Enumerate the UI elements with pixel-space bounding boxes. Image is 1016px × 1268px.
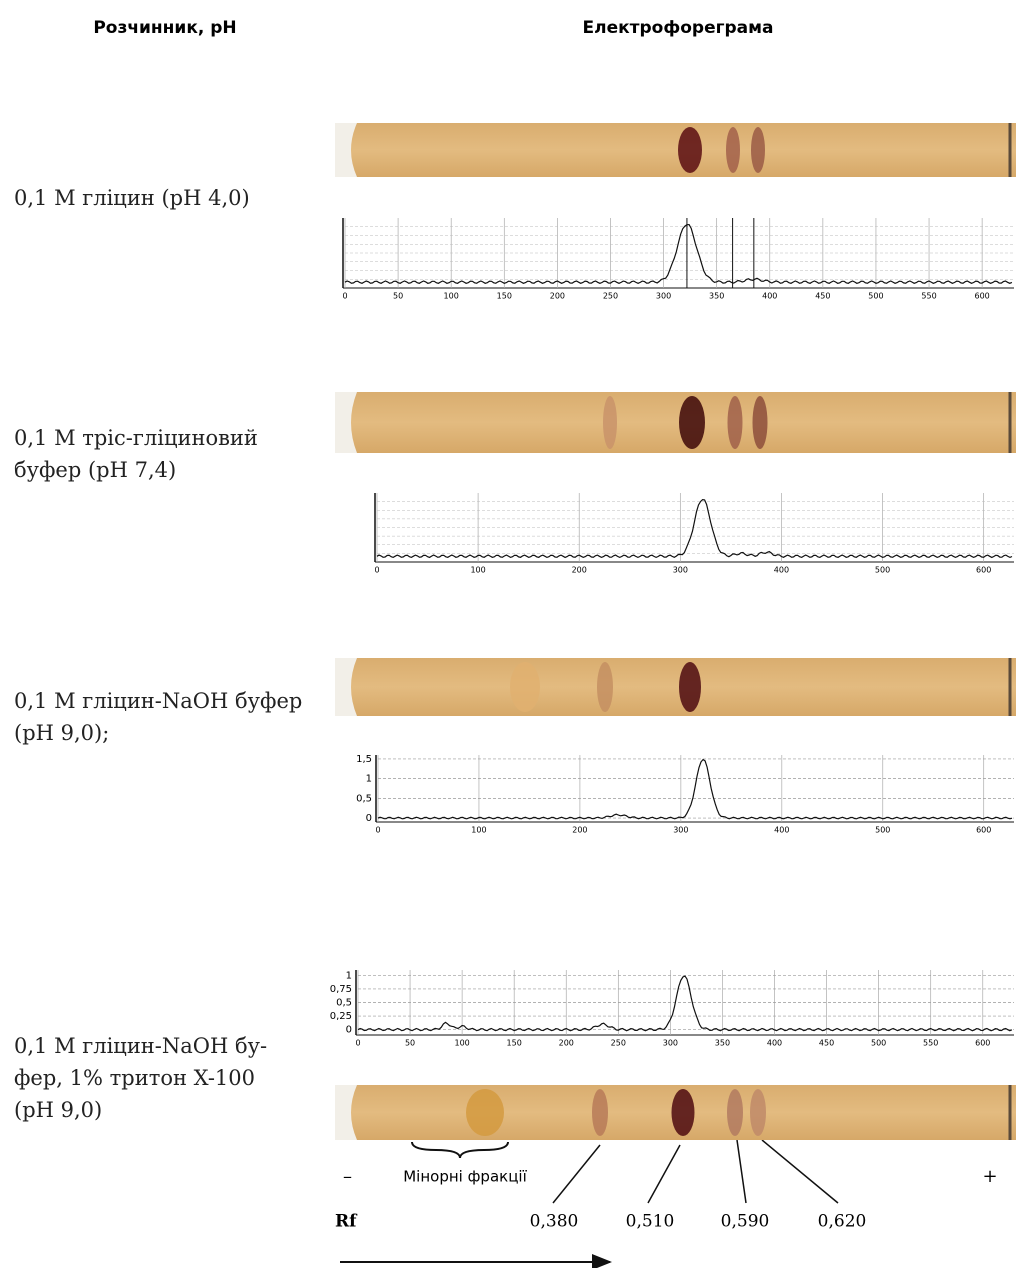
x-tick-label: 200 <box>559 1039 574 1048</box>
band <box>592 1089 608 1136</box>
band <box>510 662 540 712</box>
y-tick-label: 0,75 <box>330 984 352 995</box>
x-tick-label: 200 <box>572 826 587 835</box>
x-tick-label: 100 <box>454 1039 469 1048</box>
x-tick-label: 250 <box>603 292 618 301</box>
x-tick-label: 300 <box>673 826 688 835</box>
trace <box>345 225 1012 284</box>
x-tick-label: 400 <box>762 292 777 301</box>
x-tick-label: 600 <box>975 1039 990 1048</box>
x-tick-label: 150 <box>507 1039 522 1048</box>
solvent: 0,1 M гліцин (pH 4,0) <box>14 182 250 214</box>
y-tick-label: 1 <box>366 774 372 785</box>
band <box>466 1089 504 1136</box>
y-tick-label: 0 <box>346 1025 352 1036</box>
header-solvent: Розчинник, pH <box>93 18 236 38</box>
solvent: 0,1 M гліцин-NaOH буфер(pH 9,0); <box>14 685 302 749</box>
y-tick-label: 0 <box>366 813 372 824</box>
band <box>679 396 705 449</box>
x-tick-label: 600 <box>976 566 991 575</box>
page: Розчинник, pH Електрофореграма – Мінорні… <box>0 0 1016 1268</box>
x-tick-label: 200 <box>550 292 565 301</box>
x-tick-label: 350 <box>715 1039 730 1048</box>
x-tick-label: 0 <box>355 1039 360 1048</box>
x-tick-label: 300 <box>673 566 688 575</box>
x-tick-label: 400 <box>767 1039 782 1048</box>
rf-label: Rf <box>335 1212 358 1232</box>
trace <box>377 500 1012 558</box>
x-tick-label: 400 <box>774 566 789 575</box>
gel-strip <box>335 123 1016 177</box>
solvent-line: буфер (pH 7,4) <box>14 454 258 486</box>
x-tick-label: 250 <box>611 1039 626 1048</box>
minus: – <box>343 1166 352 1187</box>
band <box>678 127 702 173</box>
band <box>728 396 743 449</box>
solvent-line: фер, 1% тритон X-100 <box>14 1062 267 1094</box>
x-tick-label: 0 <box>374 566 379 575</box>
x-tick-label: 50 <box>405 1039 415 1048</box>
rf-value: 0,510 <box>626 1212 675 1232</box>
x-tick-label: 50 <box>393 292 403 301</box>
gel-strip <box>335 392 1016 453</box>
x-tick-label: 350 <box>709 292 724 301</box>
y-tick-label: 1,5 <box>356 754 372 765</box>
x-tick-label: 500 <box>875 826 890 835</box>
band <box>597 662 613 712</box>
trace <box>358 976 1012 1031</box>
band <box>751 127 765 173</box>
band <box>726 127 740 173</box>
x-tick-label: 300 <box>656 292 671 301</box>
solvent-line: (pH 9,0); <box>14 717 302 749</box>
x-tick-label: 600 <box>976 826 991 835</box>
y-tick-label: 0,25 <box>330 1011 352 1022</box>
y-tick-label: 0,5 <box>356 793 372 804</box>
gel-strip <box>335 658 1016 716</box>
band <box>672 1089 695 1136</box>
x-tick-label: 100 <box>471 826 486 835</box>
trace <box>378 760 1012 819</box>
y-tick-label: 1 <box>346 970 352 981</box>
x-tick-label: 450 <box>815 292 830 301</box>
x-tick-label: 500 <box>868 292 883 301</box>
x-tick-label: 500 <box>871 1039 886 1048</box>
solvent-line: 0,1 M гліцин-NaOH бу- <box>14 1030 267 1062</box>
band <box>750 1089 766 1136</box>
x-tick-label: 550 <box>923 1039 938 1048</box>
solvent-line: 0,1 M тріс-гліциновий <box>14 422 258 454</box>
band <box>679 662 701 712</box>
pointer <box>553 1145 600 1203</box>
pointer <box>648 1145 680 1203</box>
solvent-line: (pH 9,0) <box>14 1094 267 1126</box>
pointer <box>737 1140 746 1203</box>
band <box>603 396 617 449</box>
header-electrophoregram: Електрофореграма <box>583 18 774 38</box>
band <box>753 396 768 449</box>
solvent: 0,1 M гліцин-NaOH бу-фер, 1% тритон X-10… <box>14 1030 267 1126</box>
x-tick-label: 450 <box>819 1039 834 1048</box>
x-tick-label: 500 <box>875 566 890 575</box>
brace <box>412 1142 508 1158</box>
x-tick-label: 200 <box>572 566 587 575</box>
y-tick-label: 0,5 <box>336 998 352 1009</box>
solvent-line: 0,1 M гліцин (pH 4,0) <box>14 182 250 214</box>
x-tick-label: 300 <box>663 1039 678 1048</box>
plus: + <box>982 1166 997 1187</box>
band <box>727 1089 743 1136</box>
x-tick-label: 100 <box>470 566 485 575</box>
x-tick-label: 0 <box>375 826 380 835</box>
x-tick-label: 400 <box>774 826 789 835</box>
x-tick-label: 150 <box>497 292 512 301</box>
solvent-line: 0,1 M гліцин-NaOH буфер <box>14 685 302 717</box>
x-tick-label: 600 <box>975 292 990 301</box>
x-tick-label: 550 <box>921 292 936 301</box>
rf-value: 0,620 <box>818 1212 867 1232</box>
rf-value: 0,590 <box>721 1212 770 1232</box>
x-tick-label: 100 <box>444 292 459 301</box>
rf-value: 0,380 <box>530 1212 579 1232</box>
pointer <box>762 1140 838 1203</box>
minor-fractions: Мінорні фракції <box>403 1168 527 1186</box>
x-tick-label: 0 <box>342 292 347 301</box>
